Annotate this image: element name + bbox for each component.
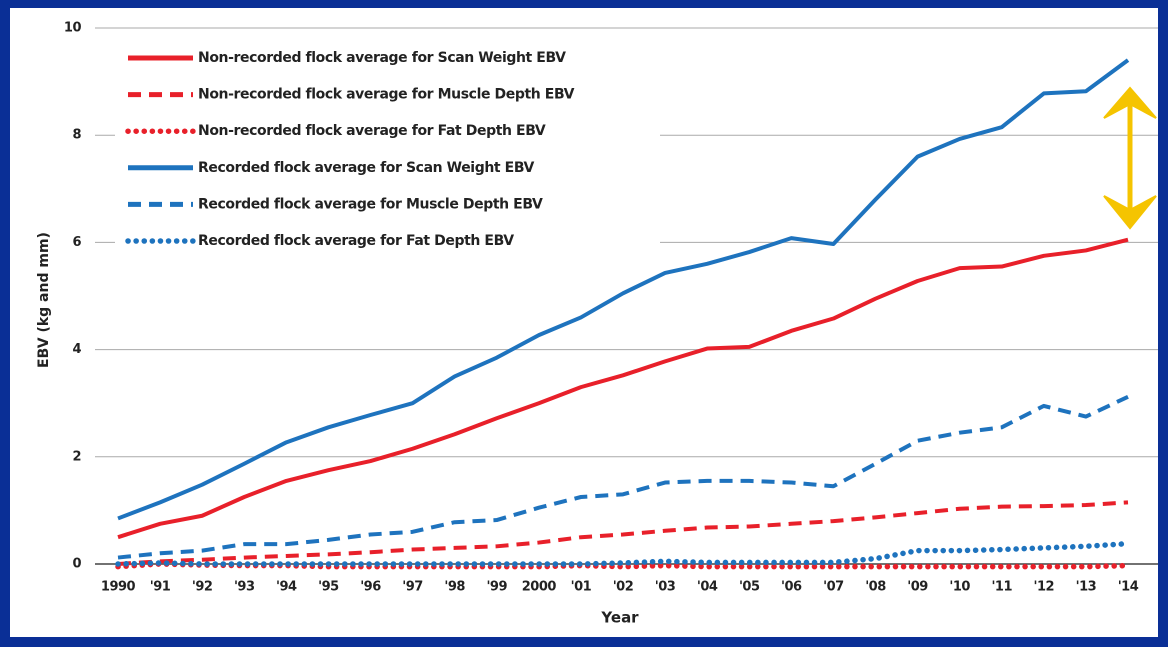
legend: Non-recorded flock average for Scan Weig… bbox=[125, 50, 575, 249]
x-tick-label: '14 bbox=[1118, 580, 1139, 595]
x-tick-label: '93 bbox=[234, 580, 255, 595]
y-tick-label: 6 bbox=[72, 235, 81, 250]
series-line bbox=[117, 58, 1130, 521]
x-tick-label: '12 bbox=[1034, 580, 1055, 595]
grid: 0 2 4 6 8 10 1990 '91 '92 '93 '94 '95 '96 '97 '98 '99 20… bbox=[64, 21, 1158, 595]
gap-arrow bbox=[1103, 86, 1157, 230]
x-tick-label: 1990 bbox=[101, 580, 136, 595]
x-tick-label: '11 bbox=[991, 580, 1012, 595]
y-tick-label: 0 bbox=[72, 557, 81, 572]
x-tick-label: '96 bbox=[360, 580, 381, 595]
x-tick-label: '07 bbox=[823, 580, 844, 595]
x-tick-label: '94 bbox=[276, 580, 297, 595]
plot bbox=[115, 58, 1131, 570]
x-tick-label: '03 bbox=[655, 580, 676, 595]
series-line bbox=[117, 237, 1129, 540]
y-axis-label: EBV (kg and mm) bbox=[36, 232, 52, 368]
x-tick-label: '05 bbox=[739, 580, 760, 595]
y-tick-label: 8 bbox=[72, 128, 81, 143]
x-tick-label: '95 bbox=[318, 580, 339, 595]
y-tick-label: 10 bbox=[64, 21, 82, 36]
legend-label: Non-recorded flock average for Fat Depth… bbox=[198, 123, 546, 139]
x-tick-label: '99 bbox=[486, 580, 507, 595]
legend-label: Non-recorded flock average for Muscle De… bbox=[198, 87, 575, 103]
x-tick-label: 2000 bbox=[522, 580, 557, 595]
x-axis-label: Year bbox=[600, 609, 639, 627]
x-tick-label: '13 bbox=[1076, 580, 1097, 595]
series-line bbox=[115, 540, 1131, 567]
x-tick-label: '04 bbox=[697, 580, 718, 595]
series-line bbox=[117, 500, 1129, 566]
legend-label: Recorded flock average for Fat Depth EBV bbox=[198, 233, 514, 249]
y-tick-label: 2 bbox=[72, 449, 81, 464]
x-tick-label: '09 bbox=[907, 580, 928, 595]
legend-label: Recorded flock average for Scan Weight E… bbox=[198, 160, 535, 176]
arrow-head bbox=[1103, 195, 1157, 230]
series-line bbox=[117, 394, 1129, 560]
legend-label: Non-recorded flock average for Scan Weig… bbox=[198, 50, 566, 66]
x-tick-label: '92 bbox=[192, 580, 213, 595]
x-tick-label: '06 bbox=[781, 580, 802, 595]
x-tick-label: '91 bbox=[150, 580, 171, 595]
y-tick-label: 4 bbox=[72, 342, 81, 357]
arrow-head bbox=[1103, 86, 1157, 119]
x-tick-label: '98 bbox=[444, 580, 465, 595]
x-tick-label: '01 bbox=[571, 580, 592, 595]
x-tick-label: '97 bbox=[402, 580, 423, 595]
legend-background bbox=[115, 40, 660, 258]
x-tick-label: '02 bbox=[613, 580, 634, 595]
x-tick-label: '10 bbox=[949, 580, 970, 595]
legend-label: Recorded flock average for Muscle Depth … bbox=[198, 196, 543, 212]
x-tick-label: '08 bbox=[865, 580, 886, 595]
